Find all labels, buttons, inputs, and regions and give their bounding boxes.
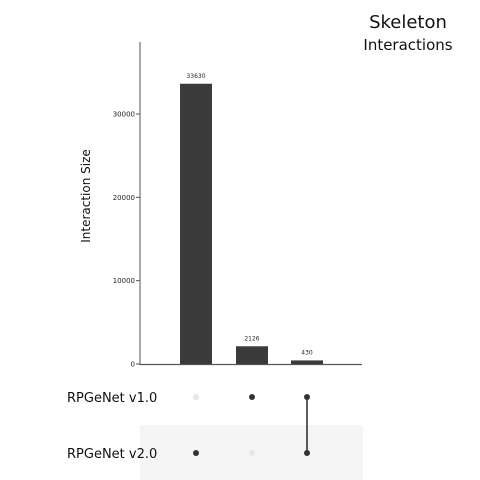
matrix-dot-inactive (249, 450, 255, 456)
matrix-dot-active (304, 450, 310, 456)
matrix-dot-active (193, 450, 199, 456)
bar-value-label: 2126 (244, 335, 259, 342)
y-tick-label: 10000 (113, 277, 135, 285)
bar-value-label: 430 (301, 349, 313, 356)
set-label-v2: RPGeNet v2.0 (67, 447, 157, 462)
set-label-v1: RPGeNet v1.0 (67, 391, 157, 406)
matrix-dot-inactive (193, 394, 199, 400)
y-axis-label: Interaction Size (79, 149, 93, 243)
bar-value-label: 33630 (186, 73, 205, 80)
y-tick-label: 20000 (113, 194, 135, 202)
y-tick-label: 0 (131, 361, 135, 369)
bar (236, 346, 268, 364)
matrix-dot-active (249, 394, 255, 400)
intersection-matrix (193, 394, 310, 456)
matrix-dot-active (304, 394, 310, 400)
bars (180, 83, 323, 364)
y-ticks: 0 10000 20000 30000 (113, 111, 140, 369)
bar (180, 83, 212, 364)
y-tick-label: 30000 (113, 111, 135, 119)
chart-title: Skeleton (369, 12, 447, 33)
bar (291, 360, 323, 364)
bar-labels: 33630 2126 430 (186, 73, 312, 357)
chart-subtitle: Interactions (363, 36, 452, 54)
